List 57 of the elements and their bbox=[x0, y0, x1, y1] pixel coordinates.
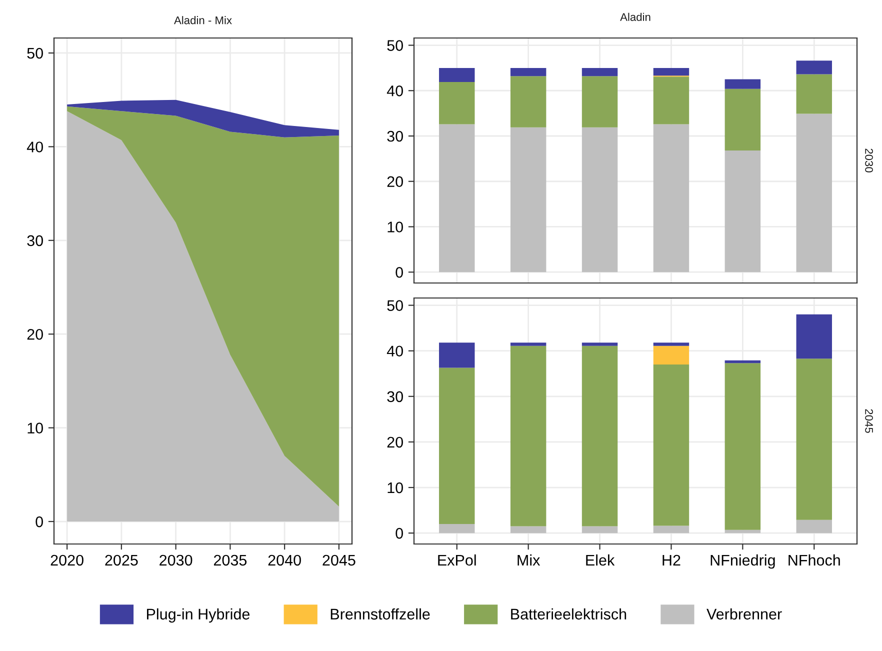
bar bbox=[439, 524, 475, 534]
bar bbox=[582, 526, 618, 534]
bar bbox=[724, 363, 761, 530]
bar bbox=[653, 364, 690, 526]
bar bbox=[653, 346, 690, 365]
y-tick-label: 30 bbox=[387, 130, 403, 142]
bar bbox=[796, 358, 832, 520]
bar bbox=[653, 342, 690, 346]
y-tick-label: 50 bbox=[387, 300, 403, 311]
bar bbox=[439, 368, 475, 524]
text: 2045 bbox=[865, 409, 873, 433]
legend-label: Brennstoffzelle bbox=[330, 608, 430, 620]
y-tick-label: 0 bbox=[396, 266, 403, 278]
y-tick-label: 20 bbox=[27, 328, 43, 340]
y-tick-label: 0 bbox=[396, 528, 403, 539]
bar bbox=[582, 342, 618, 346]
y-tick-label: 20 bbox=[387, 176, 403, 188]
y-tick-label: 10 bbox=[388, 482, 403, 494]
x-tick-label: 2020 bbox=[50, 554, 84, 566]
bar bbox=[510, 342, 546, 346]
x-tick-label: 2040 bbox=[268, 554, 301, 566]
y-tick-label: 40 bbox=[26, 142, 43, 152]
chart-title: Aladin bbox=[620, 12, 650, 21]
y-tick-label: 30 bbox=[387, 391, 403, 402]
x-tick-label: 2025 bbox=[105, 554, 138, 566]
x-tick-label: Mix bbox=[518, 554, 540, 566]
text: 2030 bbox=[865, 148, 873, 172]
y-tick-label: 30 bbox=[27, 235, 43, 246]
chart-title: Aladin - Mix bbox=[174, 16, 232, 24]
y-tick-label: 20 bbox=[387, 436, 403, 448]
y-tick-label: 40 bbox=[386, 346, 403, 357]
legend-label: Verbrenner bbox=[706, 608, 782, 620]
y-tick-label: 40 bbox=[386, 85, 403, 96]
x-tick-label: H2 bbox=[662, 554, 680, 566]
x-tick-label: 2035 bbox=[214, 554, 247, 566]
bar bbox=[510, 346, 546, 526]
x-tick-label: Elek bbox=[586, 554, 615, 566]
y-tick-label: 0 bbox=[36, 516, 43, 528]
x-tick-label: 2045 bbox=[322, 554, 356, 566]
bar bbox=[510, 526, 546, 534]
bar bbox=[582, 346, 618, 526]
x-tick-label: NFhoch bbox=[788, 554, 840, 566]
x-tick-label: ExPol bbox=[438, 554, 476, 566]
legend-label: Batterieelektrisch bbox=[511, 608, 626, 620]
bar bbox=[439, 342, 475, 368]
bar bbox=[796, 520, 832, 534]
bar bbox=[724, 360, 761, 364]
bar bbox=[724, 530, 761, 534]
y-tick-label: 10 bbox=[28, 422, 43, 434]
y-tick-label: 50 bbox=[27, 48, 43, 59]
x-tick-label: NFniedrig bbox=[710, 554, 775, 569]
x-tick-label: 2030 bbox=[160, 554, 192, 566]
bar bbox=[653, 526, 690, 534]
y-tick-label: 50 bbox=[387, 40, 403, 51]
legend-label: Plug-in Hybride bbox=[147, 608, 250, 623]
bar bbox=[796, 314, 832, 359]
y-tick-label: 10 bbox=[388, 222, 403, 232]
